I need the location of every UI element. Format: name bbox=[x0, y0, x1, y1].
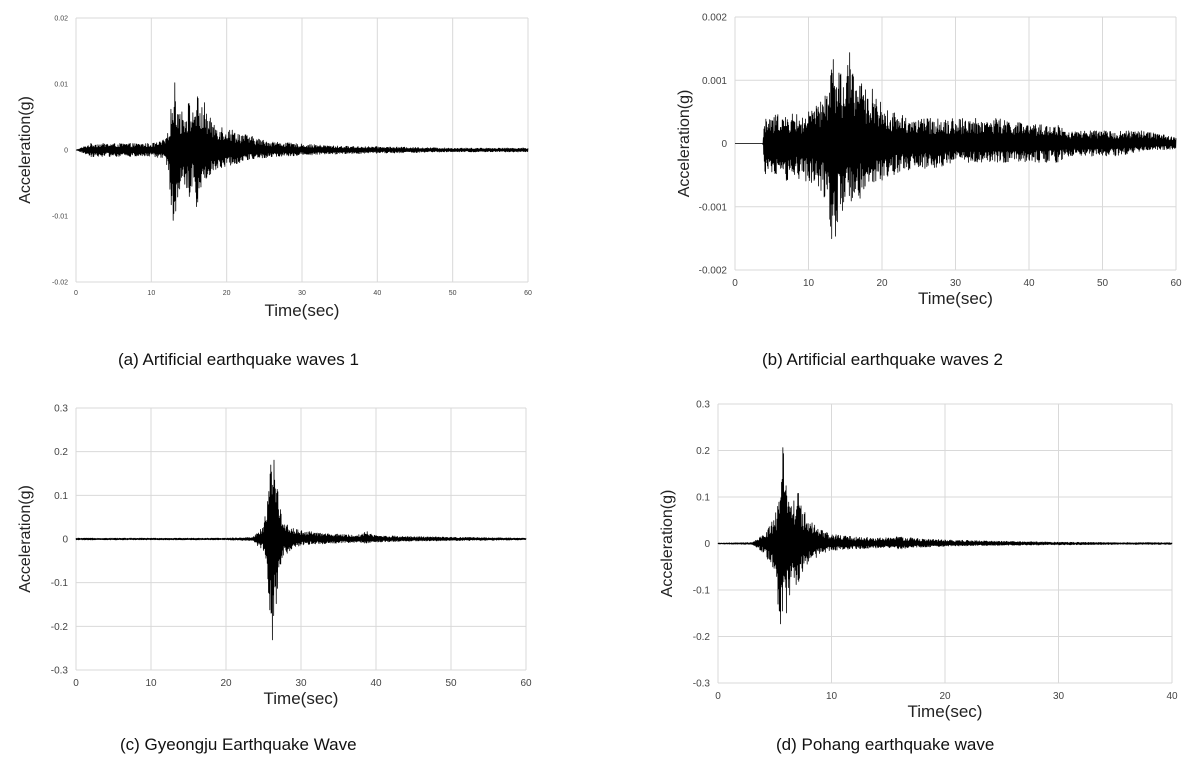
chart-panel-c: 0 10 20 30 40 50 60 0.3 0.2 0.1 0 -0.1 -0.2 -0.3 Time(… bbox=[0, 388, 560, 718]
x-tick-label: 20 bbox=[220, 678, 232, 689]
x-axis-title: Time(sec) bbox=[918, 289, 993, 308]
y-tick-label: -0.1 bbox=[693, 586, 711, 597]
x-tick-label: 30 bbox=[295, 678, 307, 689]
chart-a: 0 10 20 30 40 50 60 0.02 0.01 0 -0.01 -0.02 Time(sec… bbox=[17, 15, 532, 320]
y-tick-label: 0.1 bbox=[696, 493, 710, 504]
y-tick-label: 0 bbox=[721, 139, 727, 150]
x-tick-label: 40 bbox=[1166, 691, 1178, 702]
y-tick-label: 0.02 bbox=[54, 15, 68, 22]
y-tick-label: 0.01 bbox=[54, 81, 68, 88]
x-tick-label: 50 bbox=[445, 678, 457, 689]
x-tick-label: 10 bbox=[145, 678, 157, 689]
chart-c: 0 10 20 30 40 50 60 0.3 0.2 0.1 0 -0.1 -0.2 -0.3 Time(… bbox=[17, 404, 532, 709]
y-tick-label: 0.2 bbox=[696, 446, 710, 457]
y-tick-label: -0.002 bbox=[699, 266, 728, 277]
y-tick-label: -0.02 bbox=[52, 279, 68, 286]
chart-panel-a: 0 10 20 30 40 50 60 0.02 0.01 0 -0.01 -0.02 Time(sec… bbox=[0, 0, 560, 330]
acceleration-series-line bbox=[75, 459, 527, 641]
x-tick-label: 50 bbox=[1097, 278, 1109, 289]
y-tick-label: -0.2 bbox=[51, 622, 69, 633]
x-axis-title: Time(sec) bbox=[265, 301, 340, 320]
x-tick-label: 60 bbox=[524, 290, 532, 297]
x-tick-label: 30 bbox=[950, 278, 962, 289]
x-tick-label: 50 bbox=[449, 290, 457, 297]
x-tick-label: 0 bbox=[74, 290, 78, 297]
x-tick-label: 20 bbox=[939, 691, 951, 702]
y-tick-label: -0.3 bbox=[51, 666, 69, 677]
y-axis-title: Acceleration(g) bbox=[676, 90, 693, 198]
y-tick-label: 0 bbox=[62, 535, 68, 546]
x-axis-title: Time(sec) bbox=[908, 702, 983, 721]
x-tick-label: 20 bbox=[223, 290, 231, 297]
x-tick-label: 40 bbox=[1023, 278, 1035, 289]
caption-a: (a) Artificial earthquake waves 1 bbox=[118, 350, 359, 369]
x-tick-label: 30 bbox=[298, 290, 306, 297]
y-tick-label: 0.2 bbox=[54, 447, 68, 458]
y-tick-label: 0.1 bbox=[54, 491, 68, 502]
y-tick-label: -0.2 bbox=[693, 632, 711, 643]
y-tick-label: -0.1 bbox=[51, 578, 69, 589]
y-tick-label: -0.3 bbox=[693, 679, 711, 690]
y-axis-title: Acceleration(g) bbox=[17, 485, 34, 593]
x-tick-label: 0 bbox=[732, 278, 738, 289]
y-tick-label: 0 bbox=[704, 539, 710, 550]
acceleration-series-line bbox=[717, 447, 1173, 625]
x-tick-label: 10 bbox=[803, 278, 815, 289]
y-tick-label: -0.001 bbox=[699, 202, 728, 213]
y-tick-label: 0.002 bbox=[702, 13, 727, 24]
chart-panel-d: 0 10 20 30 40 0.3 0.2 0.1 0 -0.1 -0.2 -0.3 Time(sec)… bbox=[628, 388, 1188, 722]
x-tick-label: 20 bbox=[876, 278, 888, 289]
x-tick-label: 60 bbox=[1170, 278, 1182, 289]
y-axis-title: Acceleration(g) bbox=[659, 490, 676, 598]
chart-d: 0 10 20 30 40 0.3 0.2 0.1 0 -0.1 -0.2 -0.3 Time(sec)… bbox=[659, 400, 1178, 722]
y-tick-label: -0.01 bbox=[52, 213, 68, 220]
x-tick-label: 40 bbox=[370, 678, 382, 689]
chart-b: 0 10 20 30 40 50 60 0.002 0.001 0 -0.001 -0.002 Time… bbox=[676, 13, 1182, 309]
chart-panel-b: 0 10 20 30 40 50 60 0.002 0.001 0 -0.001 -0.002 Time… bbox=[628, 0, 1188, 330]
caption-c: (c) Gyeongju Earthquake Wave bbox=[120, 735, 357, 754]
caption-d: (d) Pohang earthquake wave bbox=[776, 735, 995, 754]
y-tick-label: 0.001 bbox=[702, 76, 727, 87]
x-tick-label: 60 bbox=[520, 678, 532, 689]
x-tick-label: 40 bbox=[373, 290, 381, 297]
caption-b: (b) Artificial earthquake waves 2 bbox=[762, 350, 1003, 369]
y-tick-label: 0 bbox=[64, 147, 68, 154]
x-tick-label: 0 bbox=[73, 678, 79, 689]
y-tick-label: 0.3 bbox=[54, 404, 68, 415]
y-axis-title: Acceleration(g) bbox=[17, 96, 34, 204]
x-axis-title: Time(sec) bbox=[264, 689, 339, 708]
x-tick-label: 10 bbox=[826, 691, 838, 702]
x-tick-label: 0 bbox=[715, 691, 721, 702]
acceleration-series-line bbox=[75, 82, 529, 221]
x-tick-label: 10 bbox=[147, 290, 155, 297]
x-tick-label: 30 bbox=[1053, 691, 1065, 702]
acceleration-series-line bbox=[734, 52, 1177, 240]
y-tick-label: 0.3 bbox=[696, 400, 710, 411]
